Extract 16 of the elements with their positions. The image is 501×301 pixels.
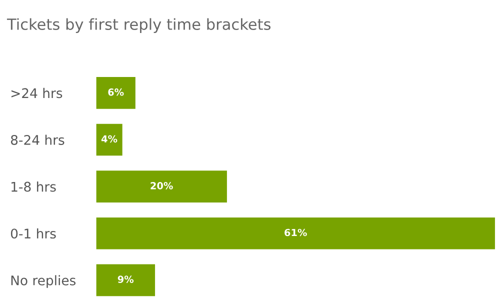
data-label: 20% [150, 182, 173, 190]
y-tick-label: No replies [11, 275, 76, 288]
data-label: 4% [101, 135, 118, 143]
y-tick-label: 1-8 hrs [12, 182, 56, 192]
y-tick-label: 8-24 hrs [10, 134, 64, 145]
bar [96, 217, 495, 250]
data-label: 61% [284, 228, 307, 236]
data-label: 9% [118, 276, 134, 283]
y-tick-label: >24 hrs [11, 88, 62, 98]
bar [96, 170, 227, 202]
data-label: 6% [108, 88, 124, 96]
bar [96, 77, 136, 109]
y-tick-label: 0-1 hrs [10, 228, 56, 239]
chart-title: Tickets by first reply time brackets [6, 18, 271, 33]
bar [96, 124, 122, 156]
bar [96, 264, 156, 296]
